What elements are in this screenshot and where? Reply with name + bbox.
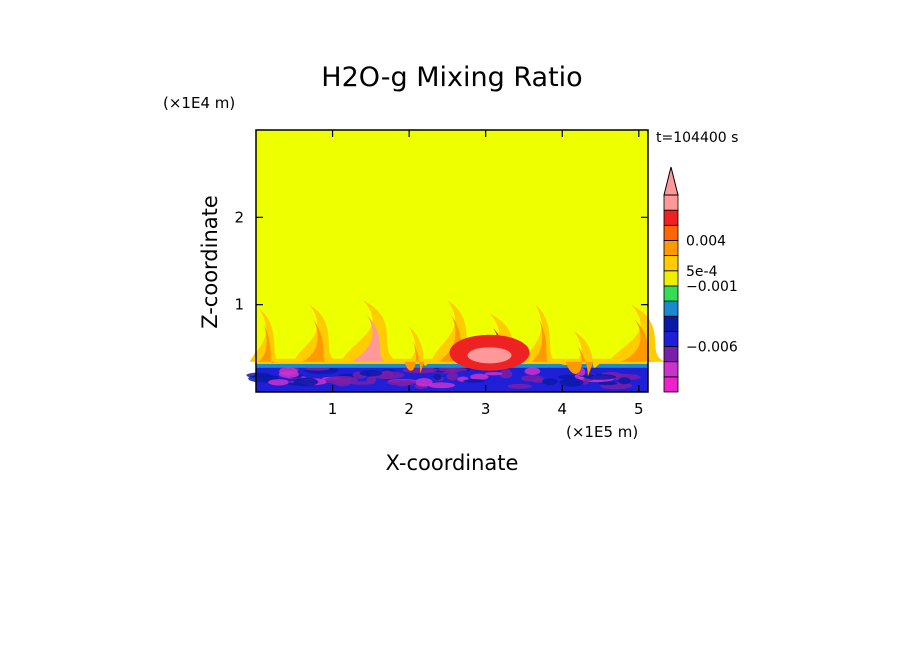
colorbar-swatch (663, 361, 679, 378)
boundary-layer-edge (256, 363, 648, 368)
lower-layer-patch (446, 372, 459, 381)
lower-layer-patch (463, 379, 486, 383)
plume-core (404, 341, 425, 374)
lower-layer-patch (278, 370, 299, 378)
plume-outer (341, 300, 399, 362)
lower-layer-patch (433, 373, 442, 381)
x-tick-label: 1 (328, 400, 338, 418)
y-tick-label: 2 (234, 208, 244, 226)
x-axis-label: X-coordinate (386, 451, 519, 475)
lower-layer-patch (446, 367, 468, 372)
plume-broad-peak (467, 347, 512, 364)
plot-frame (255, 129, 649, 393)
plume-core (255, 324, 275, 364)
plume-core (351, 315, 388, 362)
colorbar-label: −0.001 (686, 279, 738, 295)
lower-layer-patch (559, 378, 584, 387)
y-axis-label: Z-coordinate (198, 195, 222, 329)
plume-core (565, 345, 594, 377)
colorbar-swatch (663, 376, 679, 393)
lower-layer-patch (542, 378, 558, 385)
colorbar: 0.004 5e-4−0.001 −0.006 (663, 166, 738, 393)
colorbar-swatch (663, 194, 679, 211)
plume-outer (293, 304, 338, 362)
colorbar-swatch (663, 240, 679, 257)
x-tick-label: 3 (481, 400, 491, 418)
plot-area (246, 129, 667, 393)
x-tick-label: 4 (557, 400, 567, 418)
colorbar-swatch (663, 270, 679, 287)
y-axis: 12 (234, 208, 648, 314)
plume-outer (525, 304, 557, 362)
y-tick-label: 1 (234, 296, 244, 314)
x-axis: 1 2 3 4 5 (328, 130, 644, 418)
lower-layer-patch (618, 377, 631, 385)
lower-layer-patch (304, 367, 330, 371)
y-scale-label: (×1E4 m) (163, 94, 235, 112)
plume-outer (398, 326, 430, 366)
colorbar-label: 5e-4 (686, 264, 718, 280)
colorbar-swatch (663, 346, 679, 363)
plume-outer (557, 330, 602, 368)
lower-layer-patch (598, 381, 618, 386)
x-tick-label: 2 (404, 400, 414, 418)
lower-layer-patch (499, 369, 513, 379)
lower-layer-patch (268, 379, 289, 386)
lower-layer-patch (524, 367, 541, 375)
time-label: t=104400 s (656, 130, 738, 146)
lower-layer-patch (359, 370, 383, 377)
lower-layer-patch (396, 381, 410, 387)
lower-layer-patch (366, 376, 377, 384)
chart-title: H2O-g Mixing Ratio (321, 62, 582, 93)
plume-core (301, 319, 330, 363)
lower-layer-patch (521, 375, 544, 382)
plume-outer (249, 309, 281, 362)
colorbar-extend-arrow (663, 166, 679, 196)
lower-layer-patch (325, 375, 358, 385)
lower-layer-patch (608, 373, 641, 381)
colorbar-swatch (663, 300, 679, 317)
colorbar-swatch (663, 285, 679, 302)
x-scale-label: (×1E5 m) (566, 423, 638, 441)
lower-layer-patch (557, 374, 579, 380)
lower-layer-patch (470, 373, 489, 380)
lower-layer-patch (293, 377, 319, 387)
colorbar-swatch (663, 315, 679, 332)
plume-outer (608, 304, 667, 362)
colorbar-swatch (663, 209, 679, 226)
lower-layer-patch (415, 377, 433, 387)
lower-layer-patch (428, 382, 456, 389)
lower-layer-patch (507, 383, 533, 389)
colorbar-swatch (663, 255, 679, 272)
plume-core (530, 319, 551, 363)
field-layer (246, 300, 667, 392)
x-tick-label: 5 (634, 400, 644, 418)
plume-core (619, 319, 656, 363)
lower-layer-patch (484, 371, 503, 376)
colorbar-swatch (663, 330, 679, 347)
colorbar-swatch (663, 224, 679, 241)
colorbar-label: 0.004 (686, 233, 726, 249)
colorbar-label: −0.006 (686, 340, 738, 356)
